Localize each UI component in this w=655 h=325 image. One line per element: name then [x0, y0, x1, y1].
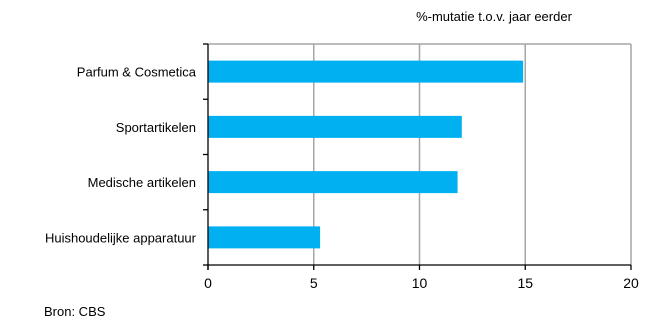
bars [208, 60, 524, 249]
bar [208, 226, 321, 249]
bar [208, 60, 524, 83]
category-label: Medische artikelen [88, 175, 196, 190]
x-tick-label: 20 [623, 275, 639, 291]
x-tick-label: 5 [310, 275, 318, 291]
category-label: Parfum & Cosmetica [77, 65, 197, 80]
bar [208, 171, 458, 194]
labels: Parfum & Cosmetica Sportartikelen Medische… [45, 65, 639, 291]
source-note: Bron: CBS [44, 304, 106, 319]
x-tick-label: 15 [517, 275, 533, 291]
category-label: Sportartikelen [116, 120, 196, 135]
axes [203, 43, 632, 270]
x-tick-label: 0 [204, 275, 212, 291]
bar [208, 115, 462, 138]
x-tick-label: 10 [412, 275, 428, 291]
category-label: Huishoudelijke apparatuur [45, 230, 197, 245]
chart-title: %-mutatie t.o.v. jaar eerder [416, 9, 572, 24]
